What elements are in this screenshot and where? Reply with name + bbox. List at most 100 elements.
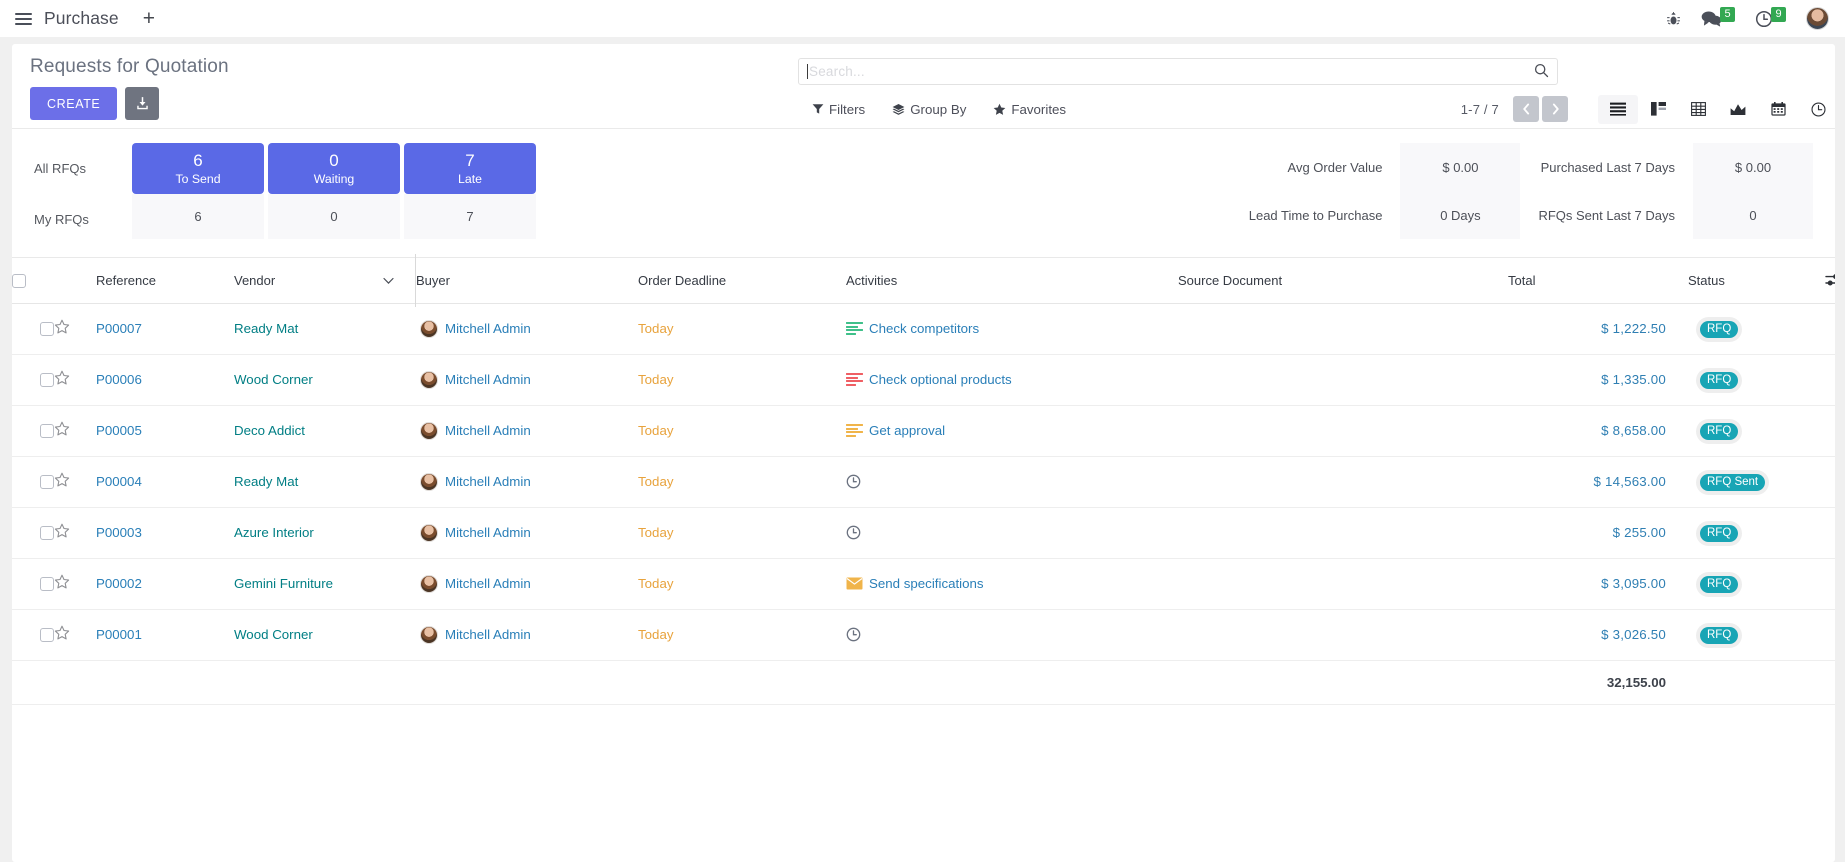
cell-order-deadline[interactable]: Today bbox=[638, 507, 846, 559]
cell-vendor[interactable]: Wood Corner bbox=[234, 609, 416, 661]
reference-link[interactable]: P00005 bbox=[96, 423, 142, 438]
favorite-star-button[interactable] bbox=[54, 523, 70, 542]
buyer-name[interactable]: Mitchell Admin bbox=[445, 474, 531, 489]
messages-icon[interactable]: 5 bbox=[1701, 7, 1735, 27]
vendor-link[interactable]: Wood Corner bbox=[234, 627, 313, 642]
view-kanban-button[interactable] bbox=[1638, 95, 1678, 124]
cell-status[interactable]: RFQ Sent bbox=[1688, 456, 1808, 508]
favorite-star-button[interactable] bbox=[54, 574, 70, 593]
my-rfqs-to-send[interactable]: 6 bbox=[132, 194, 264, 239]
cell-buyer[interactable]: Mitchell Admin bbox=[416, 303, 638, 355]
bars-icon[interactable] bbox=[846, 322, 863, 335]
search-input[interactable]: Search... bbox=[798, 58, 1558, 85]
buyer-name[interactable]: Mitchell Admin bbox=[445, 372, 531, 387]
activity-label[interactable]: Send specifications bbox=[869, 576, 984, 591]
sliders-icon[interactable] bbox=[1808, 273, 1835, 287]
column-order-deadline[interactable]: Order Deadline bbox=[638, 258, 846, 304]
cell-buyer[interactable]: Mitchell Admin bbox=[416, 507, 638, 559]
favorite-star-button[interactable] bbox=[54, 370, 70, 389]
cell-buyer[interactable]: Mitchell Admin bbox=[416, 456, 638, 508]
buyer-name[interactable]: Mitchell Admin bbox=[445, 627, 531, 642]
favorite-star-button[interactable] bbox=[54, 625, 70, 644]
cell-source-document[interactable] bbox=[1178, 405, 1508, 457]
cell-reference[interactable]: P00002 bbox=[96, 558, 234, 610]
column-source-document[interactable]: Source Document bbox=[1178, 258, 1508, 304]
clock-icon[interactable] bbox=[846, 627, 861, 642]
row-checkbox[interactable] bbox=[40, 526, 54, 541]
bars-icon[interactable] bbox=[846, 373, 863, 386]
reference-link[interactable]: P00001 bbox=[96, 627, 142, 642]
column-activities[interactable]: Activities bbox=[846, 258, 1178, 304]
cell-activities[interactable] bbox=[846, 609, 1178, 661]
vendor-link[interactable]: Deco Addict bbox=[234, 423, 305, 438]
status-badge[interactable]: RFQ bbox=[1700, 371, 1739, 389]
row-checkbox[interactable] bbox=[40, 373, 54, 388]
table-row[interactable]: P00006 Wood Corner Mitchell Admin Today Chec… bbox=[12, 354, 1835, 406]
cell-source-document[interactable] bbox=[1178, 354, 1508, 406]
hamburger-icon[interactable] bbox=[10, 6, 36, 32]
cell-order-deadline[interactable]: Today bbox=[638, 609, 846, 661]
reference-link[interactable]: P00002 bbox=[96, 576, 142, 591]
cell-reference[interactable]: P00001 bbox=[96, 609, 234, 661]
favorite-star-button[interactable] bbox=[54, 421, 70, 440]
avatar[interactable] bbox=[1806, 7, 1829, 30]
view-graph-button[interactable] bbox=[1718, 95, 1758, 124]
row-favorite-cell[interactable] bbox=[54, 354, 96, 406]
cell-vendor[interactable]: Ready Mat bbox=[234, 303, 416, 355]
cell-reference[interactable]: P00003 bbox=[96, 507, 234, 559]
cell-activities[interactable]: Get approval bbox=[846, 405, 1178, 457]
view-pivot-button[interactable] bbox=[1678, 95, 1718, 124]
cell-activities[interactable] bbox=[846, 456, 1178, 508]
table-row[interactable]: P00001 Wood Corner Mitchell Admin Today $ 3,… bbox=[12, 609, 1835, 661]
cell-total[interactable]: $ 1,222.50 bbox=[1508, 303, 1688, 355]
chevron-down-icon[interactable] bbox=[383, 273, 394, 288]
group-by-dropdown[interactable]: Group By bbox=[892, 102, 966, 117]
activity-label[interactable]: Get approval bbox=[869, 423, 946, 438]
cell-activities[interactable]: Check competitors bbox=[846, 303, 1178, 355]
status-badge[interactable]: RFQ Sent bbox=[1700, 473, 1766, 491]
envelope-icon[interactable] bbox=[846, 577, 863, 590]
row-checkbox[interactable] bbox=[40, 424, 54, 439]
cell-buyer[interactable]: Mitchell Admin bbox=[416, 609, 638, 661]
clock-icon[interactable] bbox=[846, 474, 861, 489]
cell-vendor[interactable]: Azure Interior bbox=[234, 507, 416, 559]
cell-order-deadline[interactable]: Today bbox=[638, 303, 846, 355]
kpi-waiting[interactable]: 0 Waiting bbox=[268, 143, 400, 194]
table-row[interactable]: P00004 Ready Mat Mitchell Admin Today $ 14,5… bbox=[12, 456, 1835, 508]
status-badge[interactable]: RFQ bbox=[1700, 575, 1739, 593]
row-checkbox[interactable] bbox=[40, 475, 54, 490]
table-row[interactable]: P00005 Deco Addict Mitchell Admin Today Get … bbox=[12, 405, 1835, 457]
my-rfqs-waiting[interactable]: 0 bbox=[268, 194, 400, 239]
column-vendor[interactable]: Vendor bbox=[234, 254, 416, 307]
activities-icon[interactable]: 9 bbox=[1755, 7, 1786, 28]
favorites-dropdown[interactable]: Favorites bbox=[993, 102, 1066, 117]
cell-source-document[interactable] bbox=[1178, 507, 1508, 559]
row-checkbox[interactable] bbox=[40, 628, 54, 643]
buyer-name[interactable]: Mitchell Admin bbox=[445, 576, 531, 591]
view-activity-button[interactable] bbox=[1798, 95, 1835, 124]
column-status[interactable]: Status bbox=[1688, 258, 1808, 304]
pager-previous-button[interactable] bbox=[1513, 96, 1539, 122]
status-badge[interactable]: RFQ bbox=[1700, 626, 1739, 644]
activity-label[interactable]: Check competitors bbox=[869, 321, 980, 336]
view-list-button[interactable] bbox=[1598, 94, 1638, 124]
cell-order-deadline[interactable]: Today bbox=[638, 456, 846, 508]
bug-icon[interactable] bbox=[1666, 11, 1681, 27]
activity-label[interactable]: Check optional products bbox=[869, 372, 1012, 387]
row-checkbox[interactable] bbox=[40, 577, 54, 592]
cell-source-document[interactable] bbox=[1178, 609, 1508, 661]
status-badge[interactable]: RFQ bbox=[1700, 422, 1739, 440]
cell-status[interactable]: RFQ bbox=[1688, 354, 1808, 406]
cell-status[interactable]: RFQ bbox=[1688, 507, 1808, 559]
view-calendar-button[interactable] bbox=[1758, 95, 1798, 124]
my-rfqs-late[interactable]: 7 bbox=[404, 194, 536, 239]
column-buyer[interactable]: Buyer bbox=[416, 258, 638, 304]
cell-status[interactable]: RFQ bbox=[1688, 405, 1808, 457]
reference-link[interactable]: P00006 bbox=[96, 372, 142, 387]
cell-vendor[interactable]: Wood Corner bbox=[234, 354, 416, 406]
cell-total[interactable]: $ 14,563.00 bbox=[1508, 456, 1688, 508]
row-favorite-cell[interactable] bbox=[54, 456, 96, 508]
table-row[interactable]: P00002 Gemini Furniture Mitchell Admin Toda… bbox=[12, 558, 1835, 610]
cell-source-document[interactable] bbox=[1178, 303, 1508, 355]
filters-dropdown[interactable]: Filters bbox=[812, 102, 865, 117]
